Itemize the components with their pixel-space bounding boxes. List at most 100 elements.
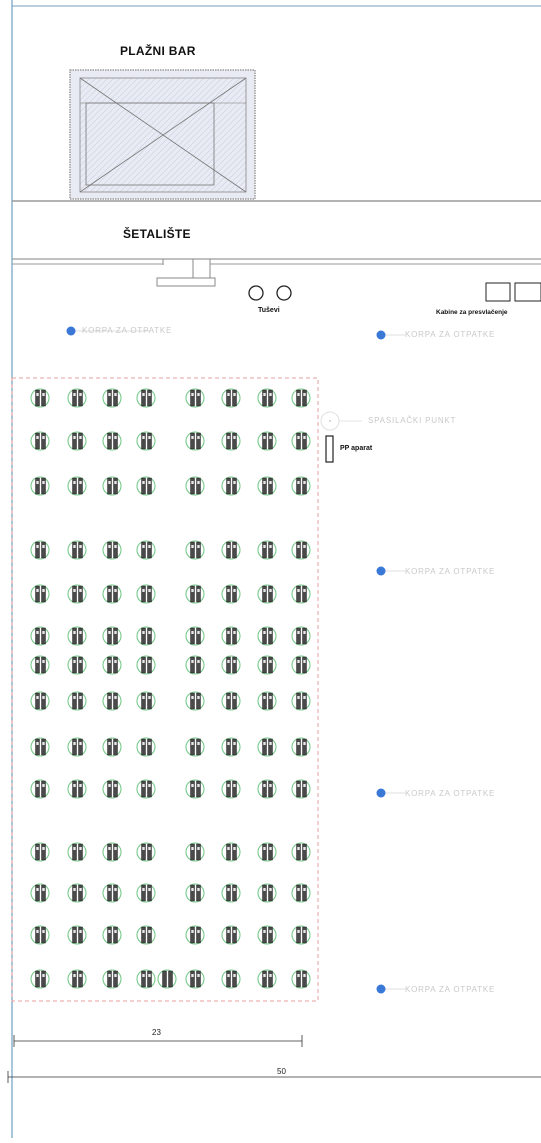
- sunbed-pillow: [36, 481, 39, 484]
- umbrella-ring: [136, 584, 156, 604]
- sunbed-pillow: [114, 481, 117, 484]
- sunbed-icon: [113, 884, 118, 902]
- umbrella-ring: [257, 737, 277, 757]
- sunbed-pillow: [263, 545, 266, 548]
- sunbed-pillow: [303, 660, 306, 663]
- sunbed-icon: [35, 432, 40, 450]
- sunbed-icon: [190, 477, 195, 495]
- umbrella-ring: [221, 626, 241, 646]
- sunbed-pillow: [108, 784, 111, 787]
- dimension-23-label: 23: [152, 1028, 161, 1037]
- umbrella-set-icon: [136, 691, 156, 711]
- sunbed-pillow: [303, 742, 306, 745]
- umbrella-set-icon: [102, 969, 122, 989]
- umbrella-ring: [30, 737, 50, 757]
- sunbed-icon: [78, 585, 83, 603]
- umbrella-ring: [291, 626, 311, 646]
- sunbed-pillow: [233, 888, 236, 891]
- sunbed-icon: [168, 970, 173, 988]
- sunbed-icon: [302, 627, 307, 645]
- umbrella-ring: [102, 779, 122, 799]
- sunbed-pillow: [303, 481, 306, 484]
- sunbed-pillow: [269, 545, 272, 548]
- umbrella-ring: [102, 842, 122, 862]
- sunbed-icon: [78, 541, 83, 559]
- sunbed-icon: [72, 738, 77, 756]
- sunbed-icon: [226, 843, 231, 861]
- sunbed-pillow: [142, 930, 145, 933]
- sunbed-pillow: [42, 742, 45, 745]
- sunbed-icon: [141, 738, 146, 756]
- sunbed-icon: [296, 656, 301, 674]
- sunbed-pillow: [42, 545, 45, 548]
- sunbed-pillow: [73, 888, 76, 891]
- sunbed-pillow: [142, 545, 145, 548]
- sunbed-pillow: [269, 696, 272, 699]
- umbrella-ring: [221, 737, 241, 757]
- sunbed-pillow: [79, 784, 82, 787]
- umbrella-set-icon: [257, 925, 277, 945]
- sunbed-icon: [302, 780, 307, 798]
- sunbed-pillow: [148, 436, 151, 439]
- sunbed-icon: [72, 884, 77, 902]
- umbrella-set-icon: [30, 737, 50, 757]
- sunbed-icon: [296, 738, 301, 756]
- umbrella-ring: [67, 476, 87, 496]
- sunbed-icon: [141, 541, 146, 559]
- umbrella-ring: [257, 431, 277, 451]
- sunbed-pillow: [108, 974, 111, 977]
- sunbed-pillow: [297, 660, 300, 663]
- sunbed-icon: [226, 432, 231, 450]
- sunbed-icon: [107, 656, 112, 674]
- umbrella-set-icon: [221, 925, 241, 945]
- sunbed-icon: [190, 970, 195, 988]
- umbrella-ring: [257, 540, 277, 560]
- sunbed-pillow: [79, 847, 82, 850]
- sunbed-icon: [296, 627, 301, 645]
- sunbed-pillow: [297, 974, 300, 977]
- sunbed-icon: [78, 738, 83, 756]
- umbrella-set-icon: [221, 883, 241, 903]
- sunbed-pillow: [114, 784, 117, 787]
- sunbed-pillow: [303, 393, 306, 396]
- sunbed-icon: [296, 541, 301, 559]
- sunbed-icon: [41, 692, 46, 710]
- umbrella-set-icon: [291, 969, 311, 989]
- sunbed-icon: [232, 884, 237, 902]
- sunbed-icon: [113, 389, 118, 407]
- umbrella-ring: [102, 584, 122, 604]
- showers: [248, 285, 292, 301]
- trash-bin-label: KORPA ZA OTPATKE: [405, 567, 496, 576]
- umbrella-ring: [257, 476, 277, 496]
- sunbed-pillow: [233, 696, 236, 699]
- umbrella-set-icon: [136, 540, 156, 560]
- umbrella-set-icon: [102, 584, 122, 604]
- changing-cabins-label: Kabine za presvlačenje: [436, 309, 508, 316]
- bar-label: PLAŽNI BAR: [120, 44, 196, 58]
- umbrella-ring: [221, 584, 241, 604]
- umbrella-ring: [185, 883, 205, 903]
- sunbed-pillow: [36, 393, 39, 396]
- sunbed-pillow: [42, 660, 45, 663]
- sunbed-pillow: [148, 481, 151, 484]
- sunbed-pillow: [73, 974, 76, 977]
- sunbed-icon: [226, 926, 231, 944]
- sunbed-icon: [107, 692, 112, 710]
- sunbed-icon: [147, 926, 152, 944]
- umbrella-set-icon: [221, 476, 241, 496]
- sunbed-icon: [232, 389, 237, 407]
- sunbed-pillow: [297, 481, 300, 484]
- sunbed-icon: [141, 692, 146, 710]
- sunbed-icon: [190, 926, 195, 944]
- umbrella-ring: [221, 388, 241, 408]
- sunbed-icon: [232, 780, 237, 798]
- sunbed-icon: [196, 884, 201, 902]
- sunbed-pillow: [42, 481, 45, 484]
- umbrella-ring: [185, 779, 205, 799]
- sunbed-icon: [196, 692, 201, 710]
- sunbed-pillow: [263, 784, 266, 787]
- sunbed-pillow: [233, 631, 236, 634]
- umbrella-ring: [67, 431, 87, 451]
- sunbed-icon: [262, 738, 267, 756]
